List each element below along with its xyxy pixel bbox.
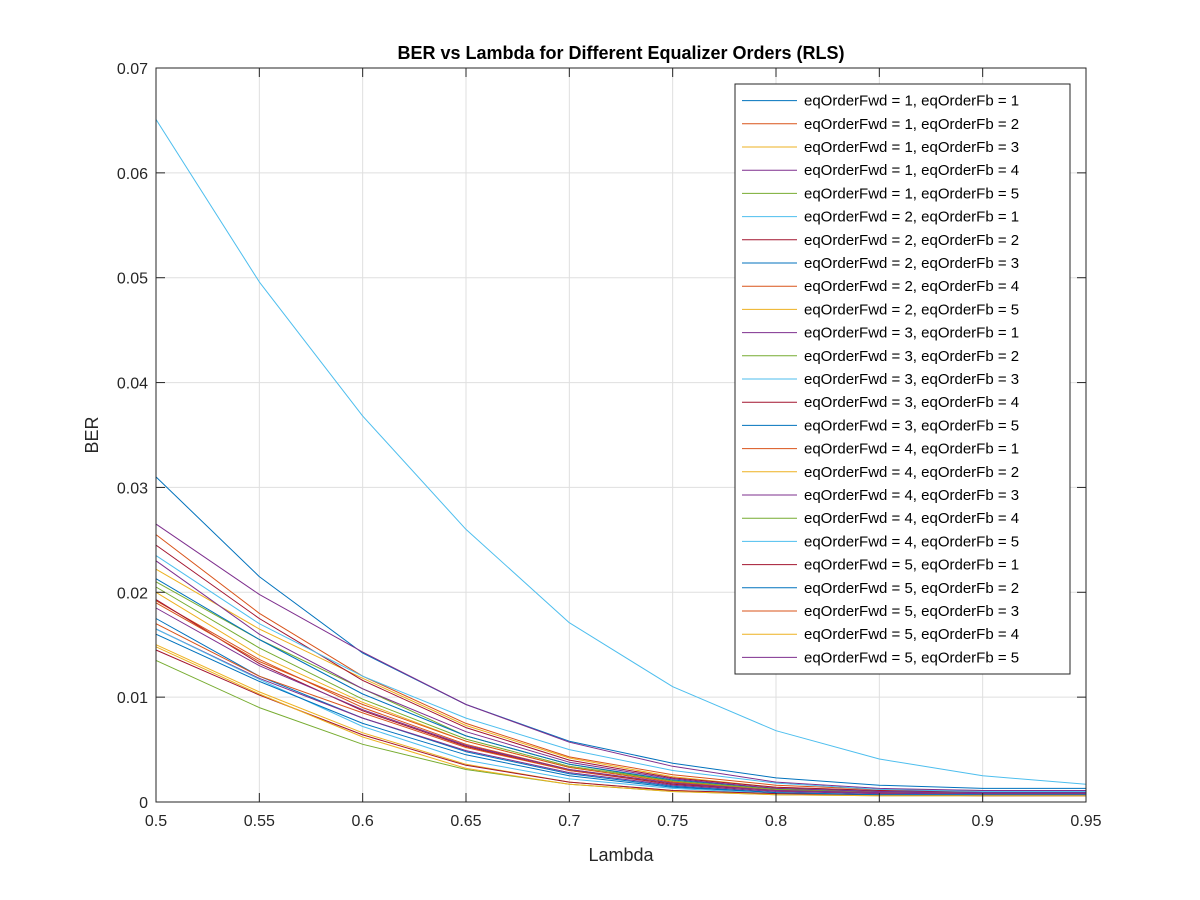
y-tick-label: 0.03: [117, 480, 148, 497]
legend-label-23: eqOrderFwd = 5, eqOrderFb = 3: [804, 603, 1019, 620]
legend-label-1: eqOrderFwd = 1, eqOrderFb = 1: [804, 93, 1019, 110]
y-tick-label: 0.04: [117, 376, 148, 393]
legend-label-24: eqOrderFwd = 5, eqOrderFb = 4: [804, 626, 1019, 643]
series-line-11: [155, 560, 1086, 794]
legend-label-13: eqOrderFwd = 3, eqOrderFb = 3: [804, 371, 1019, 388]
series-line-6: [155, 119, 1087, 785]
legend-label-15: eqOrderFwd = 3, eqOrderFb = 5: [804, 417, 1019, 434]
legend-label-4: eqOrderFwd = 1, eqOrderFb = 4: [804, 162, 1019, 179]
x-tick-label: 0.85: [864, 813, 895, 830]
legend-label-14: eqOrderFwd = 3, eqOrderFb = 4: [804, 394, 1019, 411]
legend-label-17: eqOrderFwd = 4, eqOrderFb = 2: [804, 464, 1019, 481]
y-axis-label: BER: [82, 416, 102, 453]
y-tick-label: 0.05: [117, 271, 148, 288]
legend-label-9: eqOrderFwd = 2, eqOrderFb = 4: [804, 278, 1019, 295]
y-tick-label: 0.02: [117, 585, 148, 602]
legend-label-12: eqOrderFwd = 3, eqOrderFb = 2: [804, 348, 1019, 365]
legend-label-7: eqOrderFwd = 2, eqOrderFb = 2: [804, 232, 1019, 249]
legend-label-10: eqOrderFwd = 2, eqOrderFb = 5: [804, 301, 1019, 318]
y-tick-label: 0.06: [117, 166, 148, 183]
legend-label-16: eqOrderFwd = 4, eqOrderFb = 1: [804, 441, 1019, 458]
series-line-25: [155, 607, 1086, 795]
y-tick-label: 0.01: [117, 690, 148, 707]
x-tick-label: 0.6: [352, 813, 374, 830]
x-tick-label: 0.5: [145, 813, 167, 830]
legend-label-3: eqOrderFwd = 1, eqOrderFb = 3: [804, 139, 1019, 156]
legend-label-19: eqOrderFwd = 4, eqOrderFb = 4: [804, 510, 1019, 527]
ticks: 0.5 0.55 0.6 0.65 0.7 0.75 0.8 0.85 0.9 0.95 0 0.01…: [117, 61, 1102, 830]
legend-label-2: eqOrderFwd = 1, eqOrderFb = 2: [804, 116, 1019, 133]
legend-label-8: eqOrderFwd = 2, eqOrderFb = 3: [804, 255, 1019, 272]
legend-label-6: eqOrderFwd = 2, eqOrderFb = 1: [804, 209, 1019, 226]
x-tick-label: 0.8: [765, 813, 787, 830]
series-line-13: [155, 555, 1086, 792]
legend-label-18: eqOrderFwd = 4, eqOrderFb = 3: [804, 487, 1019, 504]
series-line-24: [155, 646, 1086, 797]
series-line-22: [155, 633, 1086, 796]
legend-items: eqOrderFwd = 1, eqOrderFb = 1 eqOrderFwd …: [742, 93, 1019, 666]
y-tick-label: 0.07: [117, 61, 148, 78]
legend-label-21: eqOrderFwd = 5, eqOrderFb = 1: [804, 557, 1019, 574]
legend-label-20: eqOrderFwd = 4, eqOrderFb = 5: [804, 533, 1019, 550]
series-line-4: [155, 523, 1086, 791]
x-tick-label: 0.95: [1070, 813, 1101, 830]
legend-label-11: eqOrderFwd = 3, eqOrderFb = 1: [804, 325, 1019, 342]
series-line-1: [155, 476, 1086, 789]
legend-label-5: eqOrderFwd = 1, eqOrderFb = 5: [804, 185, 1019, 202]
x-tick-label: 0.7: [558, 813, 580, 830]
x-axis-label: Lambda: [588, 845, 654, 865]
axes-box: [155, 67, 1087, 803]
legend-label-22: eqOrderFwd = 5, eqOrderFb = 2: [804, 580, 1019, 597]
y-tick-label: 0: [139, 795, 148, 812]
legend-label-25: eqOrderFwd = 5, eqOrderFb = 5: [804, 649, 1019, 666]
x-tick-label: 0.65: [450, 813, 481, 830]
x-tick-label: 0.55: [244, 813, 275, 830]
chart-title: BER vs Lambda for Different Equalizer Or…: [397, 43, 844, 63]
x-tick-label: 0.75: [657, 813, 688, 830]
x-tick-label: 0.9: [972, 813, 994, 830]
series-line-18: [155, 628, 1086, 796]
legend: eqOrderFwd = 1, eqOrderFb = 1 eqOrderFwd …: [734, 83, 1071, 675]
series-lines: [155, 119, 1087, 797]
